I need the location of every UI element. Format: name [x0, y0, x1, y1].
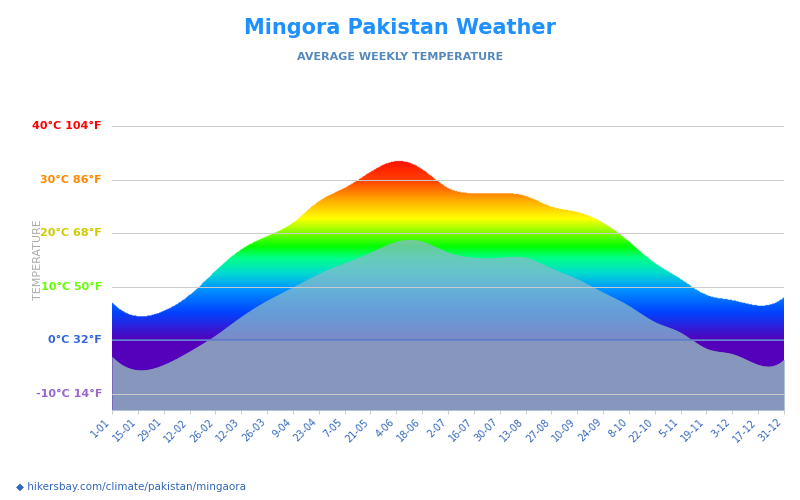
Text: 20°C 68°F: 20°C 68°F	[40, 228, 102, 238]
Text: TEMPERATURE: TEMPERATURE	[33, 220, 43, 300]
Text: 0°C 32°F: 0°C 32°F	[48, 336, 102, 345]
Text: AVERAGE WEEKLY TEMPERATURE: AVERAGE WEEKLY TEMPERATURE	[297, 52, 503, 62]
Text: ◆ hikersbay.com/climate/pakistan/mingaora: ◆ hikersbay.com/climate/pakistan/mingaor…	[16, 482, 246, 492]
Text: 10°C 50°F: 10°C 50°F	[41, 282, 102, 292]
Text: 40°C 104°F: 40°C 104°F	[33, 121, 102, 131]
Text: 30°C 86°F: 30°C 86°F	[40, 174, 102, 184]
Text: -10°C 14°F: -10°C 14°F	[35, 389, 102, 399]
Text: Mingora Pakistan Weather: Mingora Pakistan Weather	[244, 18, 556, 38]
